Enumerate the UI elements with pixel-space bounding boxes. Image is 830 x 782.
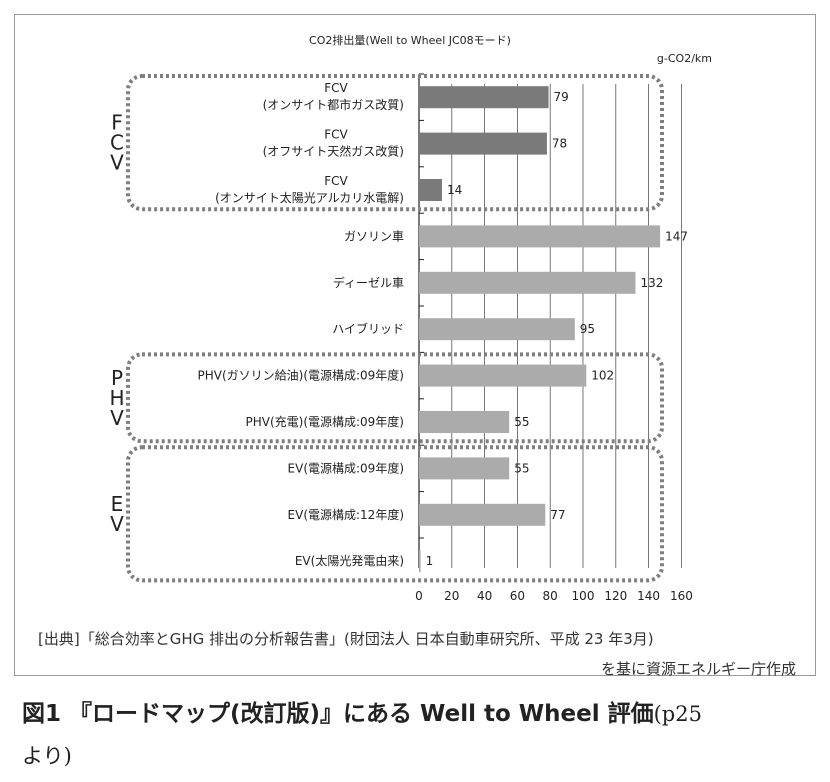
bar-value-label: 55 <box>514 415 529 429</box>
bar-value-label: 55 <box>514 461 529 475</box>
bar <box>419 86 549 109</box>
group-label-letter: V <box>110 151 124 175</box>
category-label: ディーゼル車 <box>333 275 404 290</box>
bar <box>419 271 636 294</box>
caption-main: 図1 『ロードマップ(改訂版)』にある Well to Wheel 評価 <box>22 701 654 727</box>
category-label: ハイブリッド <box>332 321 404 336</box>
caption-page-ref: (p25 <box>653 702 702 726</box>
bar <box>419 457 510 480</box>
group-box <box>126 74 664 212</box>
bar <box>419 411 510 433</box>
group-label-letter: P <box>111 366 123 390</box>
bar <box>419 318 575 341</box>
category-label: FCV <box>324 174 348 188</box>
category-label: PHV(充電)(電源構成:09年度) <box>245 414 404 429</box>
bar <box>419 225 661 248</box>
chart-title: CO2排出量(Well to Wheel JC08モード) <box>309 33 511 47</box>
figure-caption: 図1 『ロードマップ(改訂版)』にある Well to Wheel 評価(p25 <box>22 694 702 728</box>
category-label: ガソリン車 <box>344 229 404 243</box>
category-label: EV(電源構成:09年度) <box>288 460 404 475</box>
source-citation: [出典]「総合効率とGHG 排出の分析報告書」(財団法人 日本自動車研究所、平成… <box>38 630 654 648</box>
group-label-letter: H <box>109 386 124 410</box>
chart-unit-label: g-CO2/km <box>657 52 712 65</box>
bar <box>419 179 442 201</box>
bar-value-label: 147 <box>665 229 688 243</box>
category-label: FCV <box>324 128 348 142</box>
bar-value-label: 132 <box>640 276 663 290</box>
category-label: (オンサイト都市ガス改質) <box>263 97 404 112</box>
x-tick-label: 160 <box>670 589 693 603</box>
x-tick-label: 60 <box>510 589 525 603</box>
category-label: (オフサイト天然ガス改質) <box>263 144 404 159</box>
category-label: EV(太陽光発電由来) <box>295 553 404 568</box>
category-label: (オンサイト太陽光アルカリ水電解) <box>215 190 404 205</box>
group-label-letter: E <box>111 492 124 516</box>
category-label: FCV <box>324 81 348 95</box>
group-box <box>126 445 664 583</box>
x-tick-label: 120 <box>604 589 627 603</box>
bar-value-label: 14 <box>447 183 462 197</box>
x-tick-label: 140 <box>637 589 660 603</box>
bar <box>419 364 587 387</box>
bar-value-label: 77 <box>550 508 565 522</box>
x-tick-label: 100 <box>572 589 595 603</box>
x-tick-label: 0 <box>415 589 423 603</box>
x-tick-label: 40 <box>477 589 492 603</box>
group-label-letter: C <box>110 131 124 155</box>
group-box <box>126 352 664 444</box>
x-tick-label: 80 <box>543 589 558 603</box>
bar-value-label: 1 <box>426 554 434 568</box>
group-label-letter: V <box>110 512 124 536</box>
bar-value-label: 102 <box>591 369 614 383</box>
source-citation-continued: を基に資源エネルギー庁作成 <box>600 660 796 678</box>
bar <box>419 132 547 155</box>
figure-caption-continued: より) <box>22 744 72 768</box>
co2-bar-chart: CO2排出量(Well to Wheel JC08モード) g-CO2/km 0 20… <box>109 33 712 603</box>
category-label: EV(電源構成:12年度) <box>288 507 404 522</box>
bar-value-label: 78 <box>552 137 567 151</box>
bar <box>419 550 421 573</box>
category-label: PHV(ガソリン給油)(電源構成:09年度) <box>197 368 404 383</box>
bar <box>419 503 546 526</box>
group-label-letter: V <box>110 406 124 430</box>
bar-value-label: 95 <box>580 322 595 336</box>
x-tick-label: 20 <box>444 589 459 603</box>
bar-value-label: 79 <box>554 90 569 104</box>
figure-frame <box>14 14 816 676</box>
group-label-letter: F <box>111 111 123 135</box>
